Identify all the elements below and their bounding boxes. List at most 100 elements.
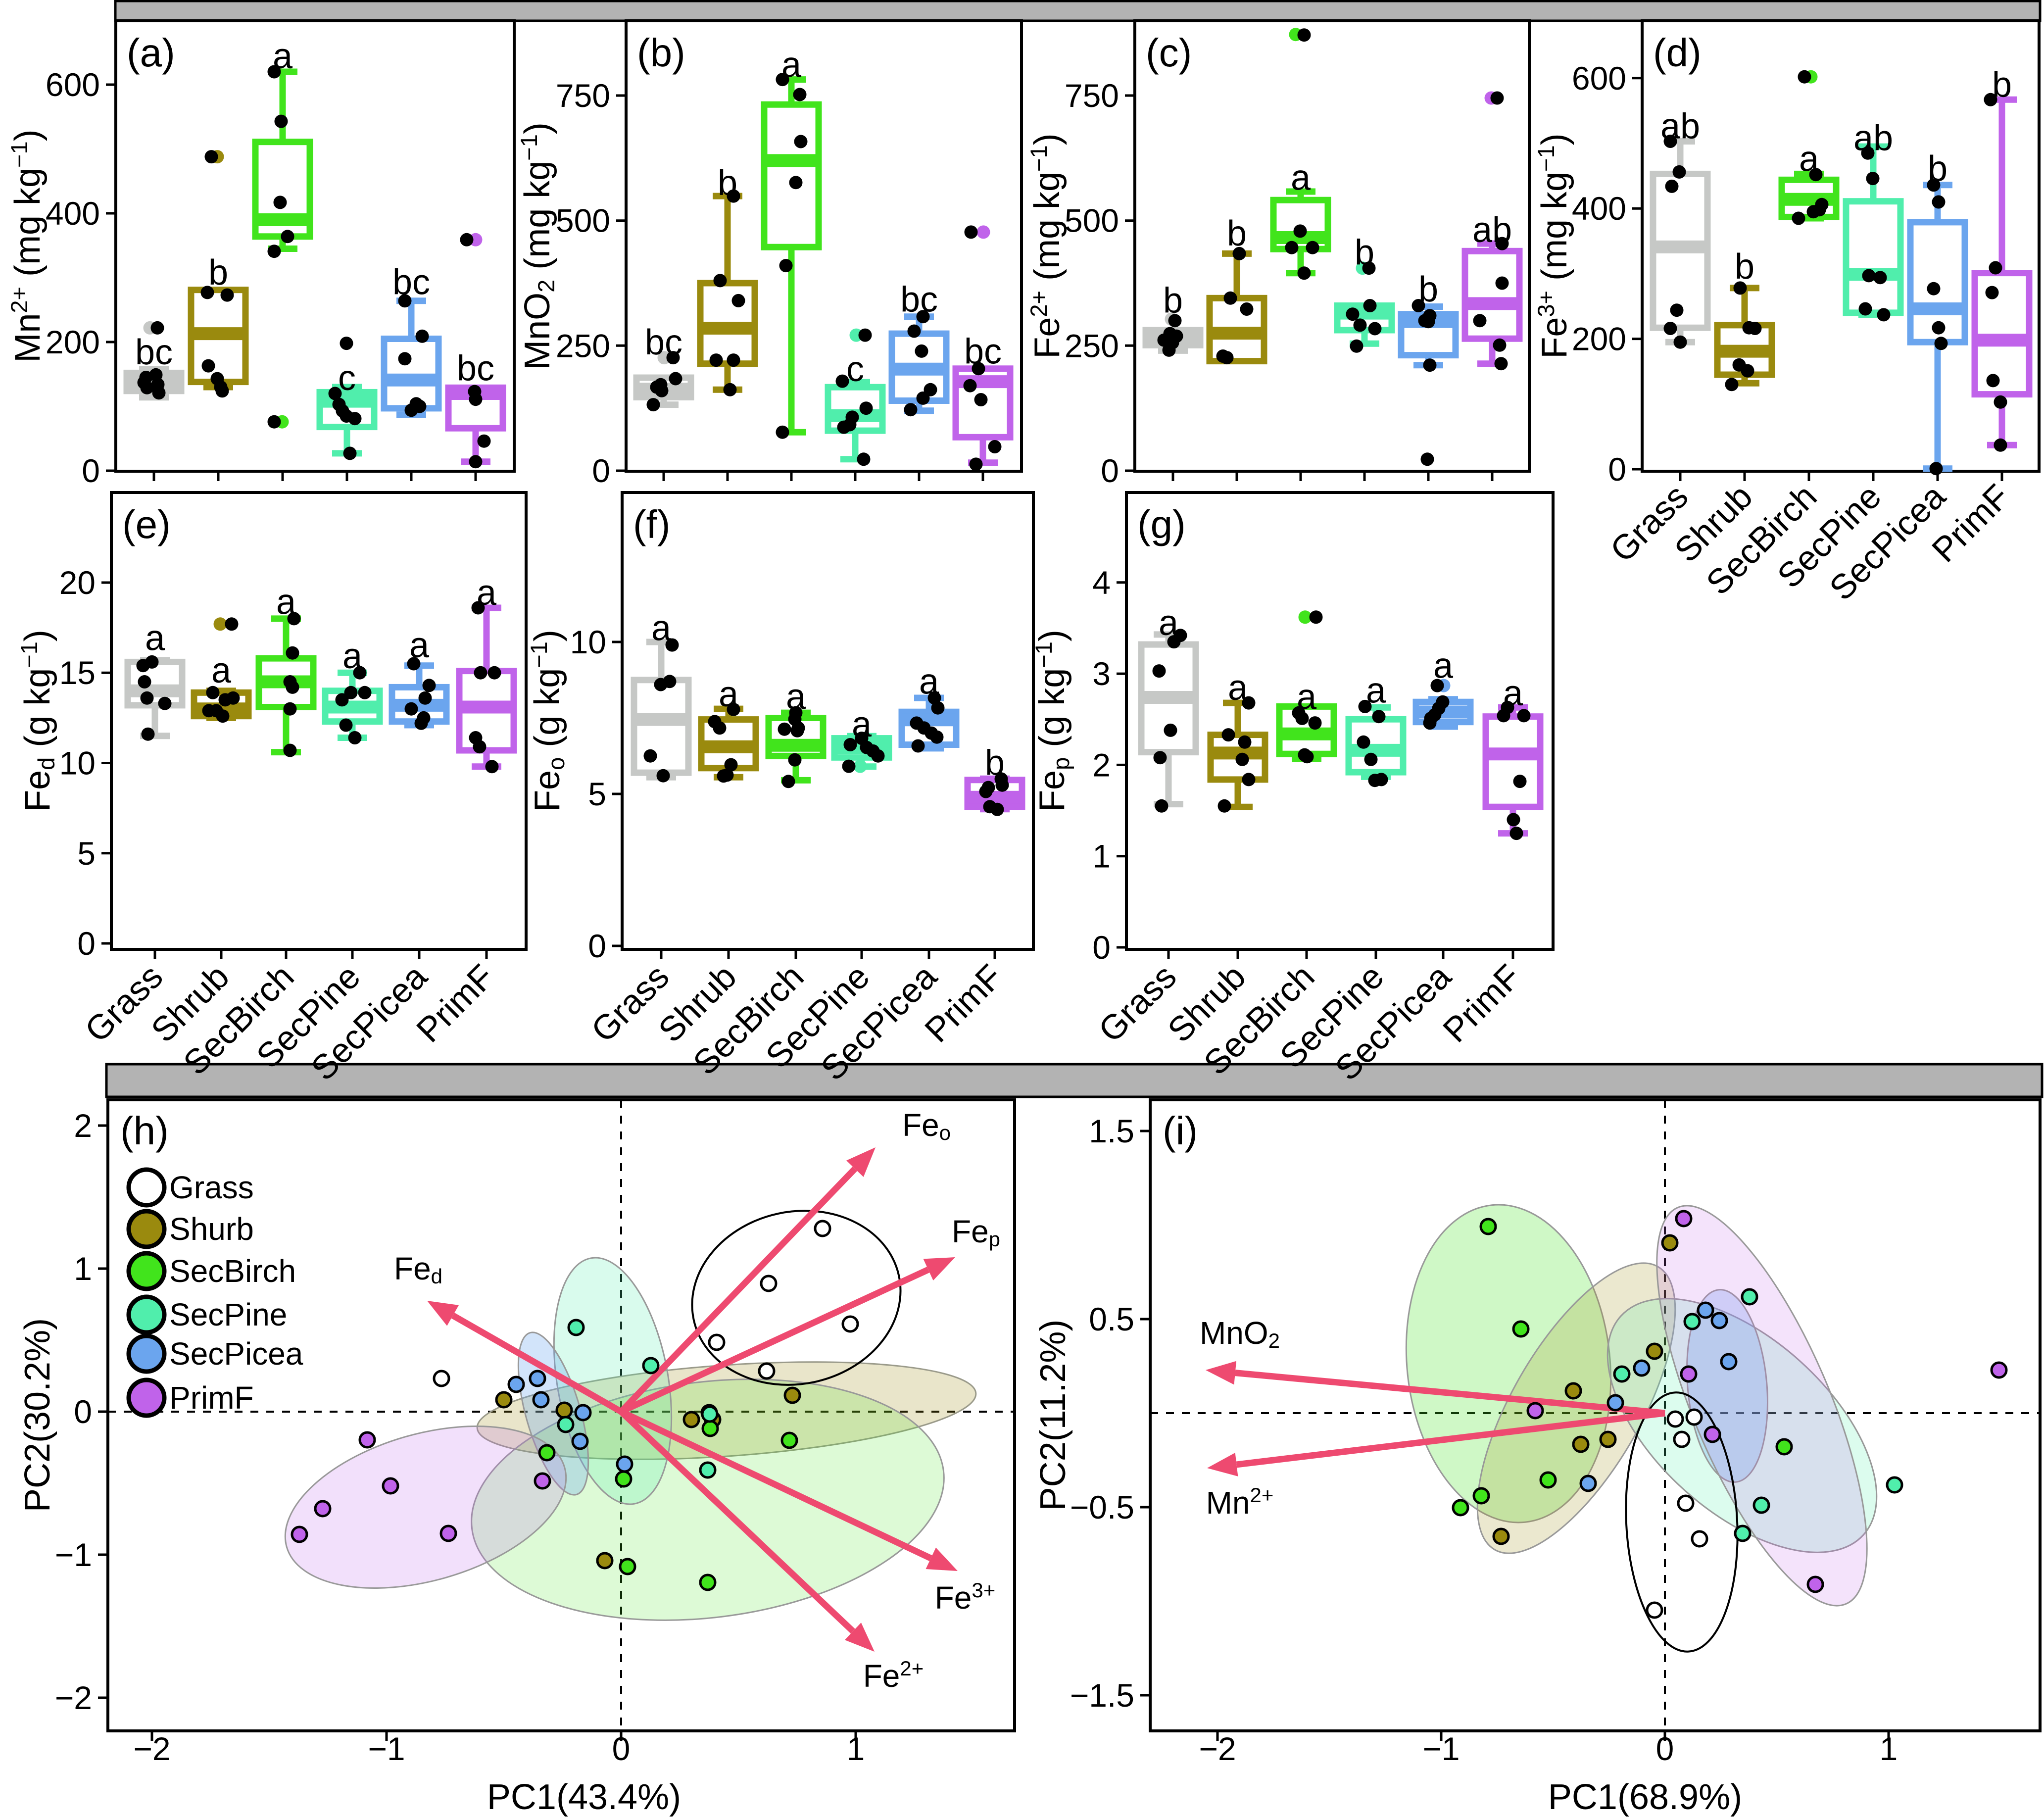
svg-text:c: c [338,358,356,398]
svg-text:0: 0 [588,928,606,964]
svg-text:1: 1 [847,1730,865,1767]
svg-text:−2: −2 [55,1679,92,1716]
svg-text:4: 4 [1092,564,1111,601]
svg-text:Shurb: Shurb [169,1211,254,1247]
svg-text:a: a [651,608,672,648]
svg-text:0: 0 [82,452,100,489]
svg-text:Grass: Grass [169,1170,254,1205]
svg-text:−1.5: −1.5 [1070,1677,1134,1714]
svg-text:0: 0 [1101,452,1119,489]
svg-text:(c): (c) [1146,31,1192,75]
svg-text:a: a [1366,671,1386,710]
svg-text:a: a [1291,158,1311,198]
svg-text:0: 0 [74,1393,92,1430]
svg-text:Fe2+ (mg kg−1): Fe2+ (mg kg−1) [1025,133,1067,358]
svg-text:a: a [145,618,165,658]
svg-text:Feo (g kg−1): Feo (g kg−1) [526,630,569,812]
svg-text:b: b [1227,214,1247,253]
svg-text:(a): (a) [127,31,175,75]
svg-text:Fe2+: Fe2+ [863,1657,924,1694]
svg-text:0: 0 [1608,451,1626,488]
svg-text:a: a [276,582,296,622]
svg-text:−2: −2 [133,1730,170,1767]
svg-text:(b): (b) [637,31,685,75]
svg-text:(g): (g) [1137,502,1186,546]
svg-text:b: b [208,253,228,293]
svg-text:a: a [1159,603,1179,643]
svg-text:a: a [719,675,739,714]
svg-text:MnO2: MnO2 [1200,1315,1280,1352]
svg-text:3: 3 [1092,655,1111,692]
svg-text:500: 500 [1065,202,1119,239]
svg-text:a: a [1799,140,1819,179]
svg-text:a: a [1297,677,1317,717]
svg-text:5: 5 [77,835,96,872]
svg-text:20: 20 [59,564,96,601]
svg-text:ab: ab [1853,118,1893,158]
svg-text:Feo: Feo [902,1107,951,1144]
svg-text:bc: bc [964,332,1002,371]
svg-text:600: 600 [1572,60,1626,97]
svg-text:5: 5 [588,776,606,812]
svg-text:a: a [852,705,872,744]
svg-text:PC1(68.9%): PC1(68.9%) [1548,1777,1742,1817]
svg-text:b: b [1992,65,2012,104]
svg-text:0: 0 [592,452,610,489]
svg-text:bc: bc [135,333,173,372]
svg-text:b: b [985,743,1005,783]
svg-text:−1: −1 [368,1730,405,1767]
svg-text:ab: ab [1660,107,1700,147]
svg-text:a: a [919,662,939,701]
svg-text:−2: −2 [1199,1730,1236,1767]
svg-text:250: 250 [556,327,610,364]
svg-text:10: 10 [59,745,96,782]
svg-text:PC2(30.2%): PC2(30.2%) [18,1318,57,1512]
svg-text:Fep: Fep [952,1214,1000,1251]
svg-text:a: a [1503,674,1523,713]
svg-text:(h): (h) [120,1109,169,1153]
svg-text:bc: bc [900,280,938,319]
svg-text:250: 250 [1065,327,1119,364]
svg-text:−0.5: −0.5 [1070,1489,1134,1525]
svg-text:MnO2 (mg kg−1): MnO2 (mg kg−1) [516,122,559,370]
svg-text:10: 10 [570,624,606,660]
svg-text:−1: −1 [1422,1730,1460,1767]
svg-text:1: 1 [1880,1730,1898,1767]
svg-text:b: b [1735,247,1754,287]
svg-text:Fed: Fed [394,1251,442,1288]
svg-text:0.5: 0.5 [1089,1301,1134,1337]
svg-text:bc: bc [457,349,494,389]
svg-text:1: 1 [74,1250,92,1287]
svg-text:a: a [786,677,806,717]
svg-text:bc: bc [392,263,430,302]
svg-text:SecPicea: SecPicea [169,1336,303,1372]
svg-text:PrimF: PrimF [169,1380,254,1416]
svg-text:a: a [409,626,430,665]
svg-text:1: 1 [1092,838,1111,875]
svg-text:2: 2 [74,1107,92,1144]
svg-text:b: b [1163,281,1183,320]
svg-text:(e): (e) [122,502,171,546]
svg-text:a: a [477,573,497,613]
svg-text:0: 0 [1656,1730,1674,1767]
svg-text:1.5: 1.5 [1089,1113,1134,1149]
svg-text:a: a [1228,668,1248,708]
svg-text:b: b [1418,270,1438,309]
svg-text:(i): (i) [1163,1109,1198,1153]
svg-text:0: 0 [77,925,96,962]
svg-text:bc: bc [645,323,682,362]
svg-text:(f): (f) [633,502,671,546]
svg-text:Fe3+: Fe3+ [935,1578,996,1616]
svg-text:Fep (g kg−1): Fep (g kg−1) [1030,630,1074,812]
svg-text:200: 200 [46,324,100,360]
svg-text:a: a [211,651,232,690]
svg-text:400: 400 [1572,190,1626,227]
svg-text:400: 400 [46,195,100,232]
svg-text:0: 0 [612,1730,631,1767]
svg-text:b: b [718,163,737,203]
svg-text:ab: ab [1472,210,1512,250]
svg-text:Fe3+ (mg kg−1): Fe3+ (mg kg−1) [1533,133,1574,358]
svg-text:(d): (d) [1653,31,1702,75]
svg-text:Mn2+ (mg kg−1): Mn2+ (mg kg−1) [6,129,48,362]
svg-text:PC2(11.2%): PC2(11.2%) [1033,1320,1073,1511]
